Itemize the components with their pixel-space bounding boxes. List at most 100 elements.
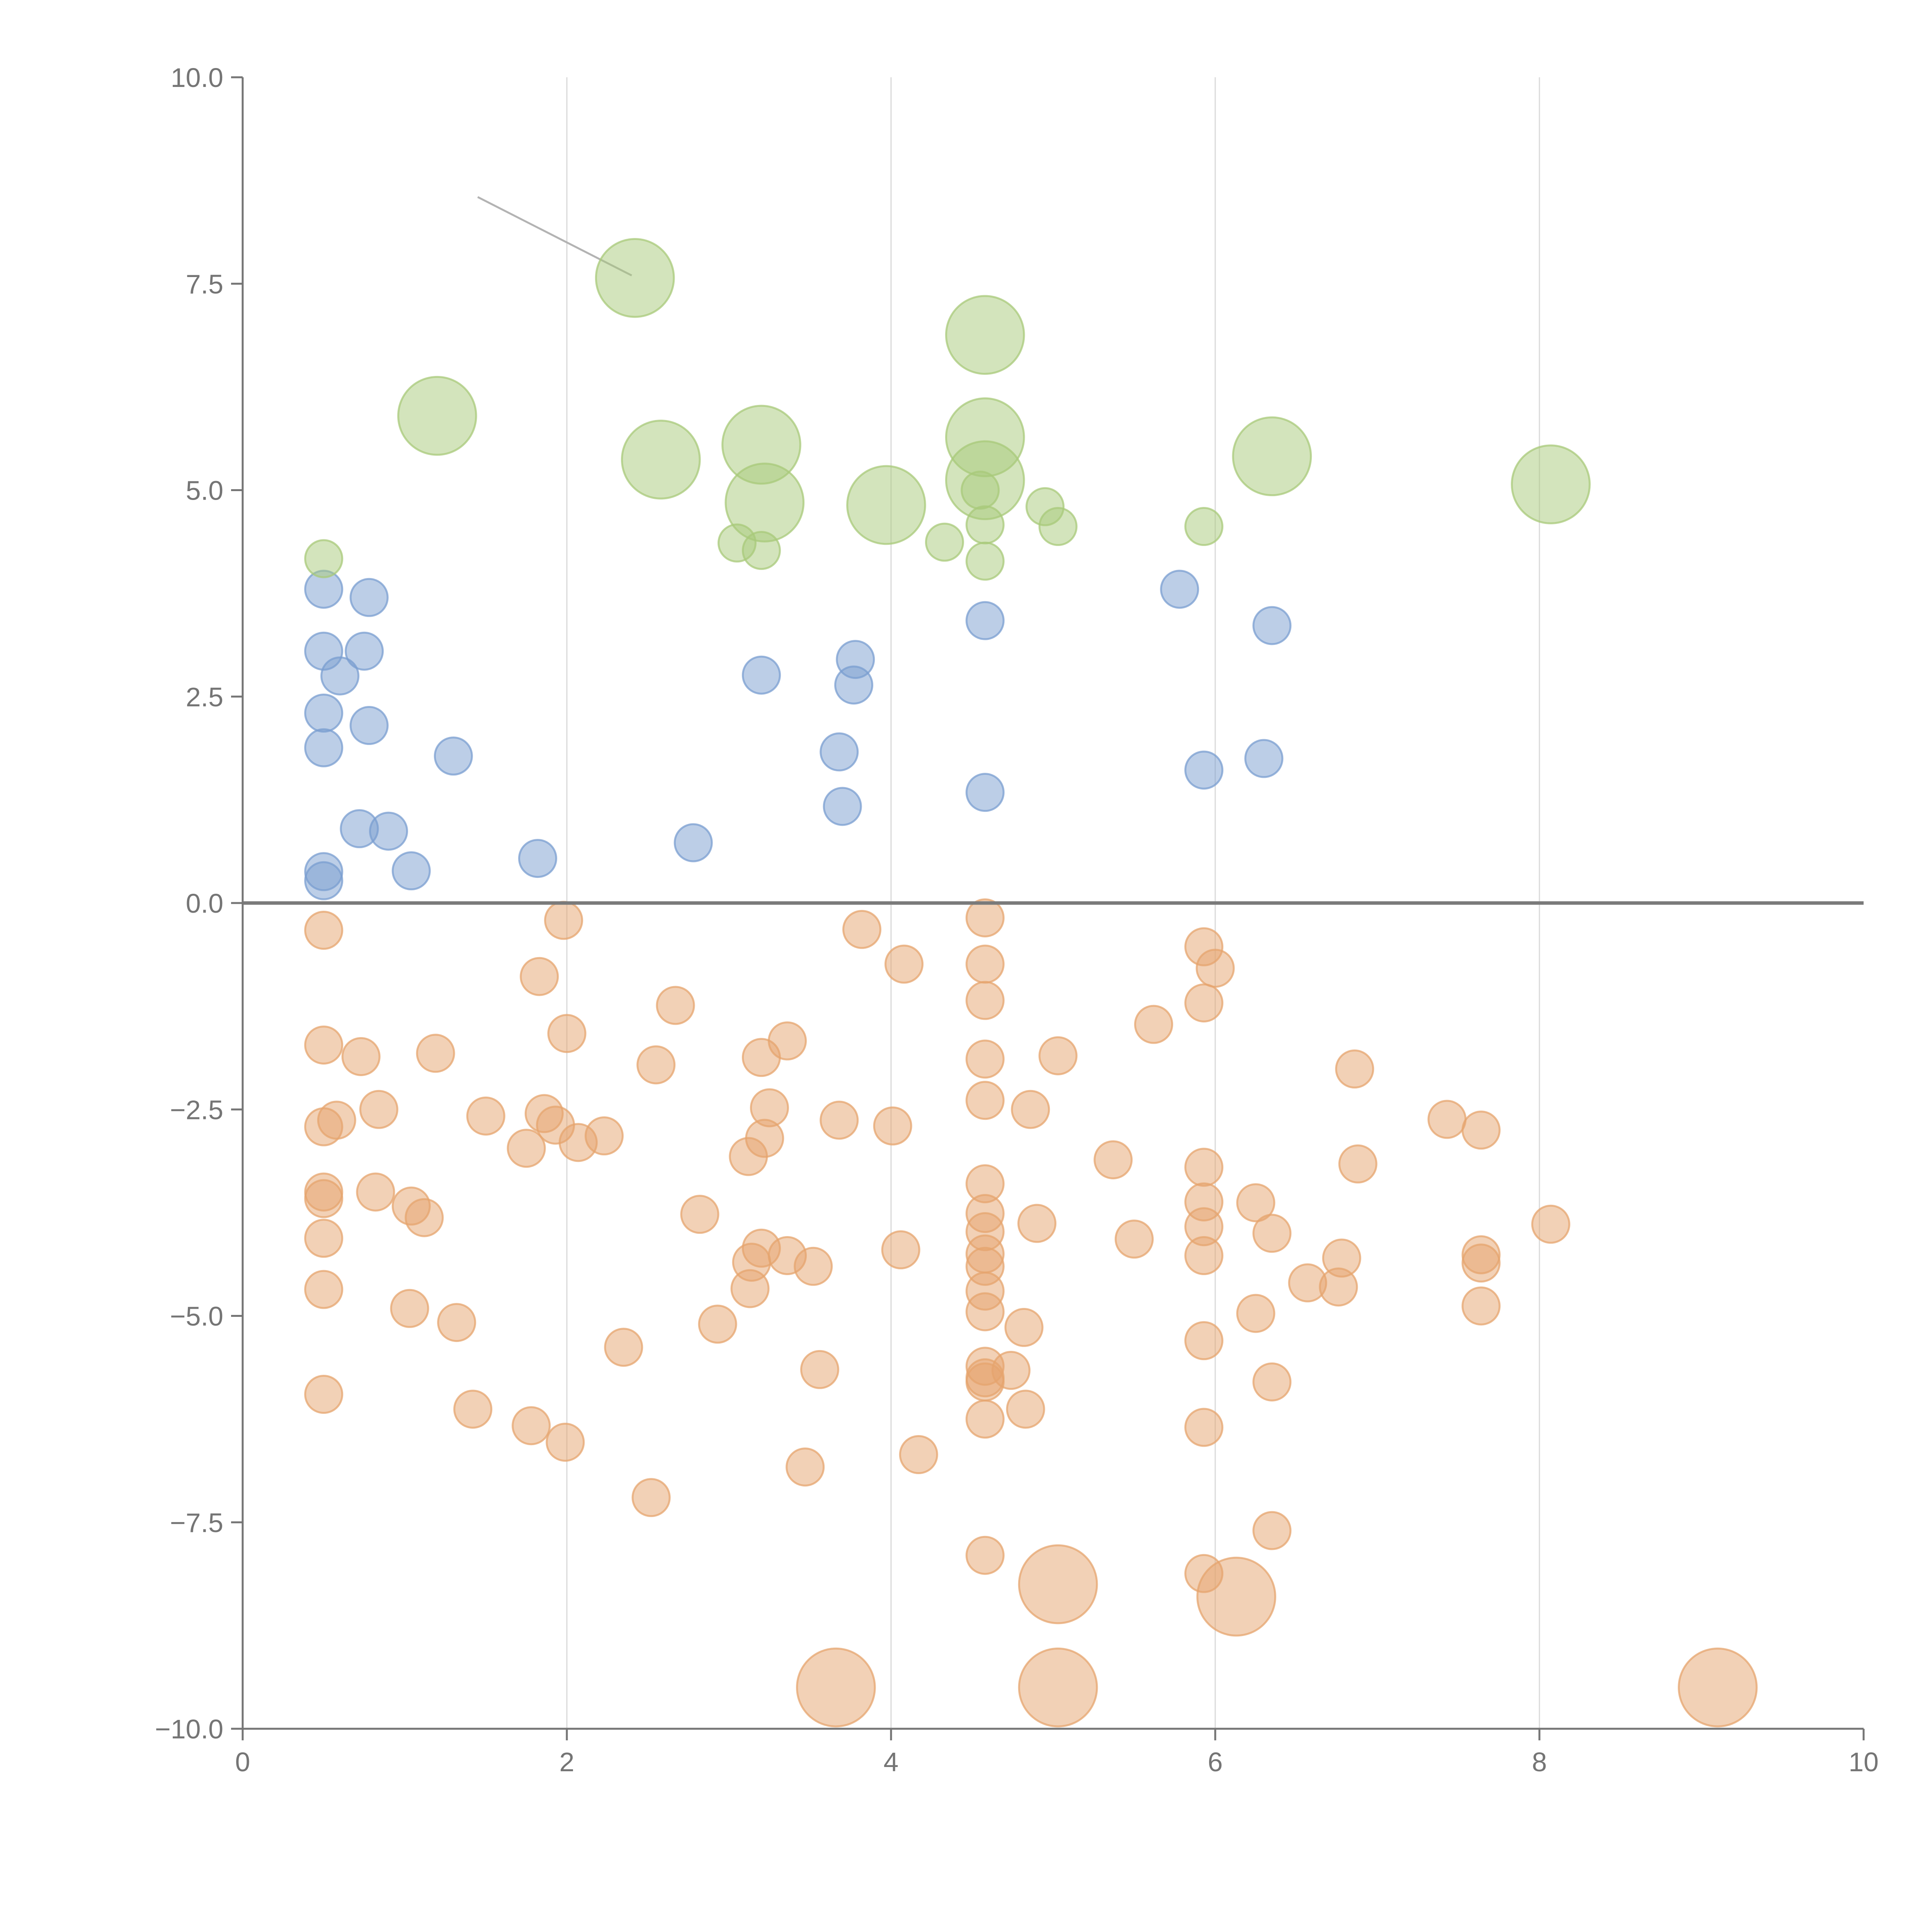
y-tick-label: 10.0 [171,63,223,93]
bubble-point [1018,1647,1098,1728]
bubble-point [884,944,924,984]
bubble-point [1004,1308,1044,1347]
bubble-point [416,1034,455,1073]
bubble-point [359,1090,398,1129]
bubble-point [304,1219,344,1258]
bubble-point [729,1137,768,1176]
bubble-point [434,736,473,776]
bubble-point [466,1096,505,1136]
bubble-point [1236,1294,1276,1333]
bubble-point [834,665,874,705]
bubble-point [1038,507,1078,546]
bubble-point [1006,1389,1045,1429]
bubble-point [698,1304,737,1344]
bubble-point [965,601,1005,640]
bubble-marks [304,238,1758,1728]
bubble-point [742,655,781,695]
y-tick-label: −2.5 [170,1095,223,1125]
bubble-point [1461,1243,1501,1283]
bubble-point [842,910,881,949]
bubble-point [965,1362,1005,1401]
bubble-point [1338,1144,1378,1184]
bubble-point [965,898,1005,937]
bubble-point [965,1292,1005,1332]
y-tick-label: −10.0 [155,1714,223,1744]
bubble-point [873,1106,912,1146]
bubble-point [965,541,1005,581]
bubble-point [961,471,1000,510]
bubble-point [965,1039,1005,1079]
bubble-point [320,656,360,696]
bubble-point [1252,1214,1292,1253]
bubble-point [965,1536,1005,1575]
y-tick-label: −7.5 [170,1508,223,1538]
bubble-point [547,1014,587,1053]
bubble-point [349,578,389,617]
x-tick-label: 2 [560,1747,575,1777]
bubble-point [1236,1183,1276,1223]
bubble-point [1184,1236,1224,1275]
x-tick-label: 8 [1532,1747,1547,1777]
bubble-point [800,1350,839,1389]
bubble-point [1184,983,1224,1023]
bubble-point [1511,444,1591,524]
bubble-point [1114,1219,1154,1259]
bubble-point [341,1037,381,1076]
bubble-point [604,1328,643,1367]
bubble-point [1427,1100,1467,1139]
bubble-point [1184,750,1224,790]
bubble-point [304,861,344,900]
bubble-point [1252,606,1292,645]
bubble-point [584,1116,624,1156]
bubble-point [1232,416,1312,497]
x-tick-label: 6 [1208,1747,1223,1777]
bubble-point [595,238,675,318]
bubble-point [786,1447,825,1487]
bubble-point [1335,1049,1374,1089]
bubble-point [680,1195,719,1234]
bubble-point [356,1172,395,1212]
bubble-point [1017,1204,1057,1243]
y-tick-label: −5.0 [170,1301,223,1332]
bubble-point [965,505,1005,544]
bubble-point [390,1289,429,1328]
bubble-point [965,1400,1005,1439]
x-axis-ticks: 0 2 4 6 8 10 [235,1729,1879,1777]
bubble-point [1252,1362,1292,1401]
bubble-point [1252,1511,1292,1550]
bubble-point [1244,739,1284,778]
bubble-point [304,539,344,578]
bubble-point [1196,1556,1276,1637]
bubble-point [636,1045,676,1085]
bubble-point [520,957,559,996]
bubble-point [304,1270,344,1309]
bubble-point [820,732,859,772]
bubble-point [437,1303,476,1342]
bubble-point [1678,1647,1758,1728]
bubble-point [1184,507,1224,546]
bubble-point [1184,1408,1224,1447]
bubble-point [965,1081,1005,1120]
bubble-point [1018,1544,1098,1624]
bubble-point [631,1478,671,1517]
bubble-point [794,1247,833,1286]
bubble-point [397,376,477,456]
bubble-point [1094,1140,1133,1180]
bubble-point [1038,1036,1078,1075]
bubble-point [796,1647,876,1728]
bubble-point [304,1375,344,1414]
x-tick-label: 0 [235,1747,250,1777]
bubble-point [304,728,344,767]
bubble-point [304,1179,344,1218]
bubble-point [965,944,1005,984]
bubble-point [391,851,431,891]
bubble-point [1461,1286,1501,1326]
bubble-point [1319,1267,1358,1307]
bubble-point [518,839,557,878]
bubble-point [544,901,583,940]
bubble-point [965,773,1005,812]
bubble-point [304,911,344,950]
y-tick-label: 0.0 [186,888,223,918]
bubble-point [730,1269,770,1308]
